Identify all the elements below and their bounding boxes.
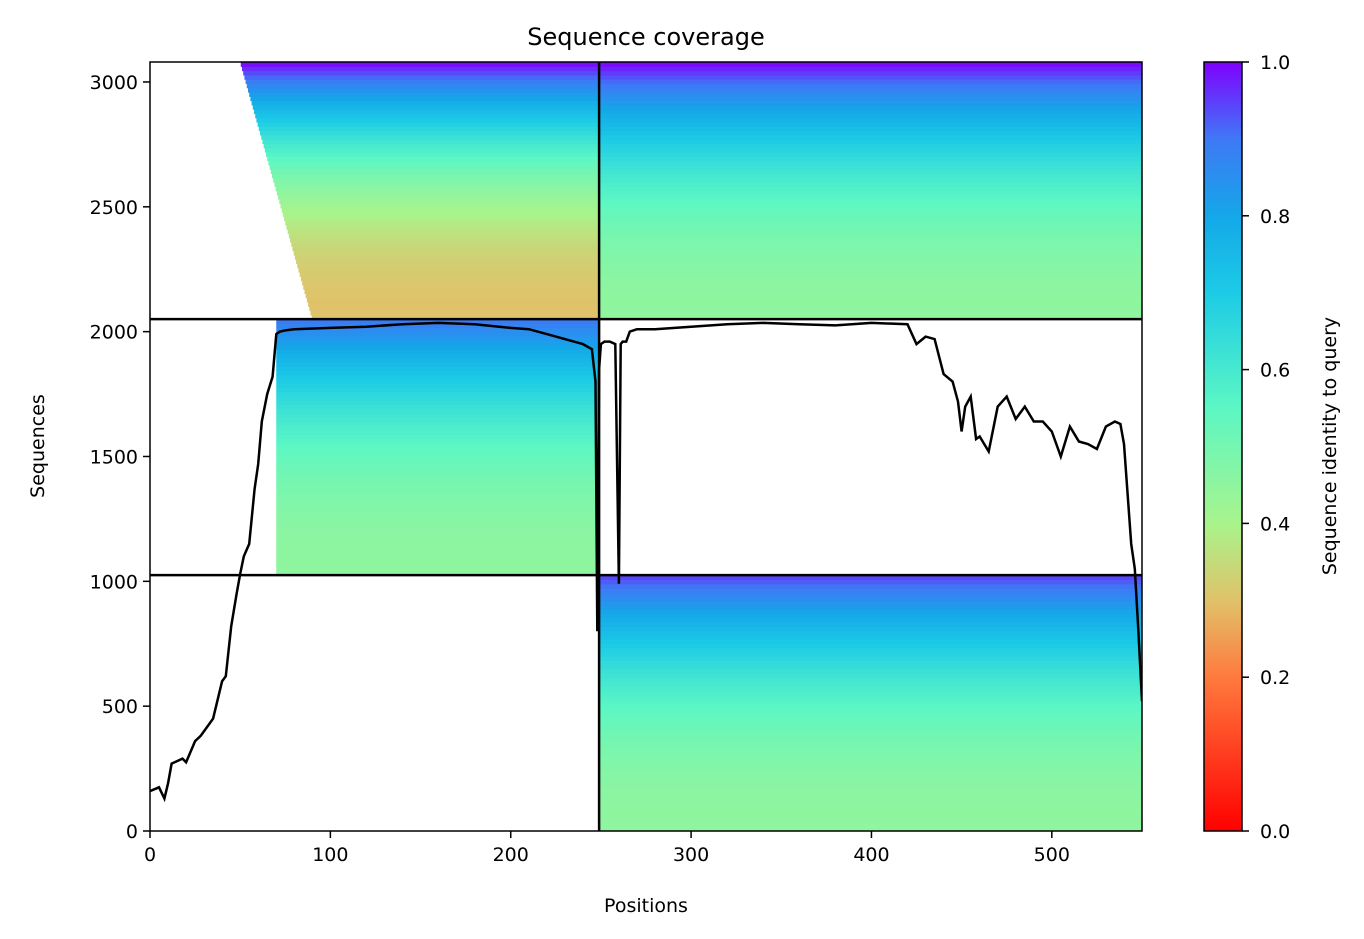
colorbar-tick-label: 1.0 (1260, 52, 1290, 74)
y-axis-ticks: 0 500 1000 1500 2000 2500 3000 (90, 72, 150, 843)
plot-frame (149, 61, 1143, 832)
colorbar-tick-label: 0.6 (1260, 360, 1290, 382)
colorbar-tick-label: 0.2 (1260, 667, 1290, 689)
x-tick-label: 100 (312, 844, 348, 866)
y-tick-label: 1000 (90, 571, 138, 593)
coverage-block (240, 62, 600, 320)
x-axis-ticks: 0 100 200 300 400 500 (144, 831, 1070, 866)
colorbar-ticks: 0.0 0.2 0.4 0.6 0.8 1.0 (1242, 52, 1290, 843)
x-tick-label: 300 (673, 844, 709, 866)
coverage-blocks (240, 62, 1142, 831)
colorbar-tick-label: 0.8 (1260, 206, 1290, 228)
colorbar-label: Sequence identity to query (1319, 317, 1341, 575)
x-tick-label: 0 (144, 844, 156, 866)
x-tick-label: 400 (853, 844, 889, 866)
chart-title: Sequence coverage (527, 23, 764, 51)
y-tick-label: 3000 (90, 72, 138, 94)
x-tick-label: 500 (1034, 844, 1070, 866)
coverage-line (150, 321, 1142, 803)
colorbar-tick-label: 0.4 (1260, 513, 1290, 535)
colorbar (1203, 61, 1243, 832)
colorbar-tick-label: 0.0 (1260, 821, 1290, 843)
y-tick-label: 2000 (90, 322, 138, 344)
x-axis-label: Positions (604, 895, 688, 917)
x-tick-label: 200 (493, 844, 529, 866)
y-tick-label: 500 (102, 696, 138, 718)
coverage-block (599, 575, 1142, 831)
y-axis-label: Sequences (27, 394, 49, 498)
y-tick-label: 2500 (90, 197, 138, 219)
coverage-block (599, 62, 1142, 320)
y-tick-label: 1500 (90, 446, 138, 468)
coverage-block (276, 319, 600, 576)
y-tick-label: 0 (126, 821, 138, 843)
